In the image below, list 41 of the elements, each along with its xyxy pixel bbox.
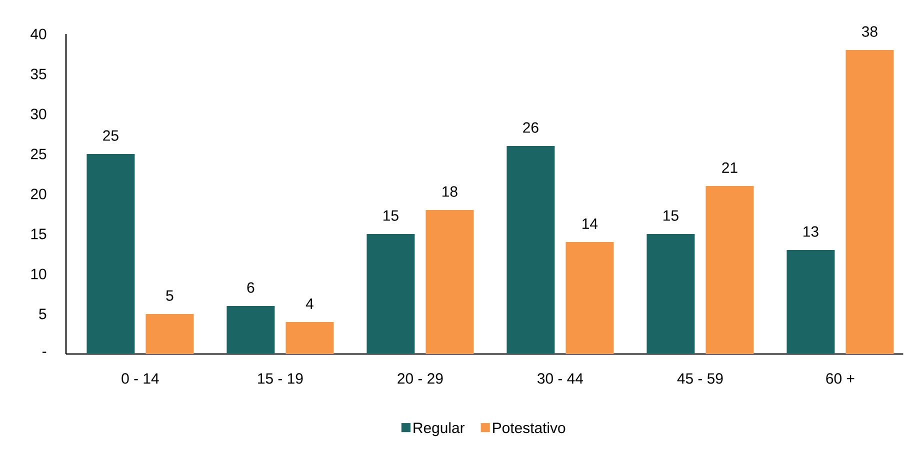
data-label: 15 — [664, 210, 678, 221]
x-tick-label: 15 - 19 — [258, 373, 303, 384]
y-tick-label: 25 — [30, 148, 46, 160]
data-label: 4 — [306, 298, 314, 309]
bar — [426, 210, 474, 354]
bar — [786, 250, 835, 354]
data-label: 5 — [166, 290, 174, 301]
y-tick-label: 15 — [31, 228, 46, 240]
data-label: 38 — [862, 26, 878, 37]
legend-label: Potestativo — [493, 422, 566, 434]
bar — [226, 306, 275, 354]
bar — [366, 234, 415, 354]
y-tick-label: 10 — [31, 268, 46, 280]
data-label: 21 — [722, 162, 738, 173]
data-label: 13 — [804, 226, 818, 237]
bar — [646, 234, 695, 354]
x-tick-label: 60 + — [826, 373, 854, 384]
y-tick-label: 5 — [39, 308, 46, 320]
y-tick-label: 30 — [30, 108, 46, 120]
bar — [86, 154, 135, 354]
data-label: 15 — [384, 210, 398, 221]
x-tick-label: 20 - 29 — [398, 373, 443, 384]
data-label: 18 — [442, 186, 458, 197]
y-tick-label: 20 — [30, 188, 46, 200]
bar — [506, 146, 555, 354]
bar — [846, 50, 894, 354]
bar — [566, 242, 614, 354]
data-label: 6 — [247, 282, 254, 293]
y-tick-label: 35 — [30, 68, 46, 80]
data-label: 14 — [582, 218, 598, 229]
x-tick-label: 30 - 44 — [538, 373, 584, 384]
y-tick-label: - — [42, 352, 46, 353]
x-tick-label: 0 - 14 — [122, 373, 159, 384]
data-label: 26 — [523, 122, 538, 133]
x-tick-label: 45 - 59 — [677, 373, 723, 384]
bar — [146, 314, 194, 354]
data-label: 25 — [103, 130, 118, 141]
bar — [706, 186, 754, 354]
legend-label: Regular — [414, 422, 465, 436]
bar — [286, 322, 334, 354]
y-tick-label: 40 — [30, 28, 46, 40]
